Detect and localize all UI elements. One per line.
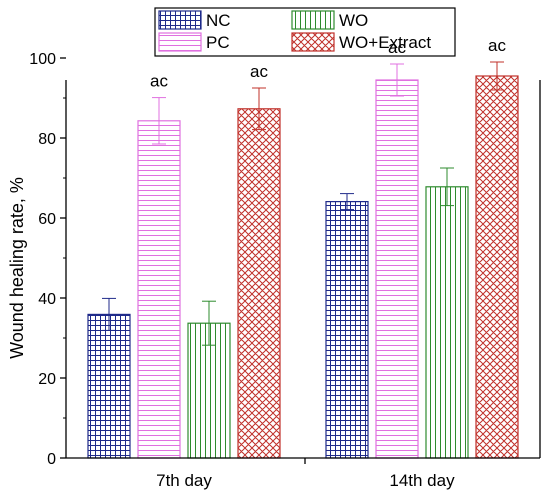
- x-tick-label: 7th day: [156, 471, 212, 490]
- significance-label: ac: [250, 62, 268, 81]
- y-tick-label: 60: [38, 211, 56, 228]
- y-tick-label: 0: [47, 451, 56, 468]
- significance-label: ac: [488, 36, 506, 55]
- bar-wo-extract-0: [237, 108, 281, 459]
- legend-swatch-wo: [291, 10, 335, 30]
- bar-wo-extract-1: [475, 75, 519, 459]
- legend-label-pc: PC: [206, 33, 230, 52]
- error-bar: [152, 97, 166, 145]
- bar-nc-0: [87, 313, 131, 459]
- significance-label: ac: [150, 72, 168, 91]
- legend-swatch-pc: [158, 32, 202, 52]
- bar-wo-1: [425, 186, 469, 459]
- y-tick-label: 80: [38, 131, 56, 148]
- axes: 0 20 40 60 80 100 7th day 14th day: [29, 51, 541, 490]
- legend-label-nc: NC: [206, 11, 231, 30]
- error-bar: [390, 63, 404, 97]
- error-bar: [490, 61, 504, 91]
- y-axis-label: Wound healing rate, %: [7, 177, 27, 359]
- error-bar: [252, 87, 266, 131]
- legend-label-wo-extract: WO+Extract: [339, 33, 431, 52]
- error-bar: [102, 297, 116, 331]
- error-bar: [340, 193, 354, 211]
- y-tick-label: 100: [29, 51, 56, 68]
- error-bar: [440, 167, 454, 207]
- x-tick-label: 14th day: [389, 471, 455, 490]
- y-tick-label: 20: [38, 371, 56, 388]
- error-bar: [202, 300, 216, 346]
- bar-pc-0: [137, 120, 181, 459]
- y-tick-label: 40: [38, 291, 56, 308]
- significance-label: ac: [388, 38, 406, 57]
- legend-swatch-nc: [158, 10, 202, 30]
- legend-label-wo: WO: [339, 11, 368, 30]
- legend-swatch-wo-extract: [291, 32, 335, 52]
- bar-nc-1: [325, 201, 369, 459]
- legend: NC PC WO WO+Extract: [154, 7, 456, 57]
- bar-pc-1: [375, 79, 419, 459]
- plot-area: ac ac ac ac: [87, 36, 519, 459]
